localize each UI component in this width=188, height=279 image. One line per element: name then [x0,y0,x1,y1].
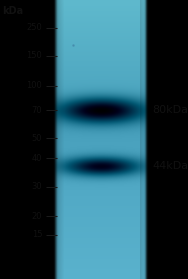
Text: 30: 30 [32,182,42,191]
Text: 70: 70 [32,106,42,115]
Text: 50: 50 [32,134,42,143]
Text: 40: 40 [32,154,42,163]
Text: 250: 250 [27,23,42,32]
Text: 44kDa: 44kDa [152,161,188,171]
Text: 100: 100 [27,81,42,90]
Text: kDa: kDa [2,6,23,16]
Text: 80kDa: 80kDa [152,105,188,115]
Text: 20: 20 [32,212,42,221]
Text: 15: 15 [32,230,42,239]
Text: 150: 150 [27,51,42,60]
